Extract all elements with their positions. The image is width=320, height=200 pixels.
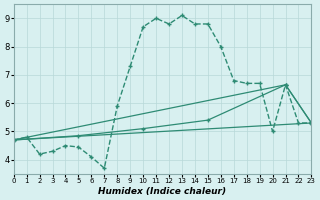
X-axis label: Humidex (Indice chaleur): Humidex (Indice chaleur) (99, 187, 227, 196)
